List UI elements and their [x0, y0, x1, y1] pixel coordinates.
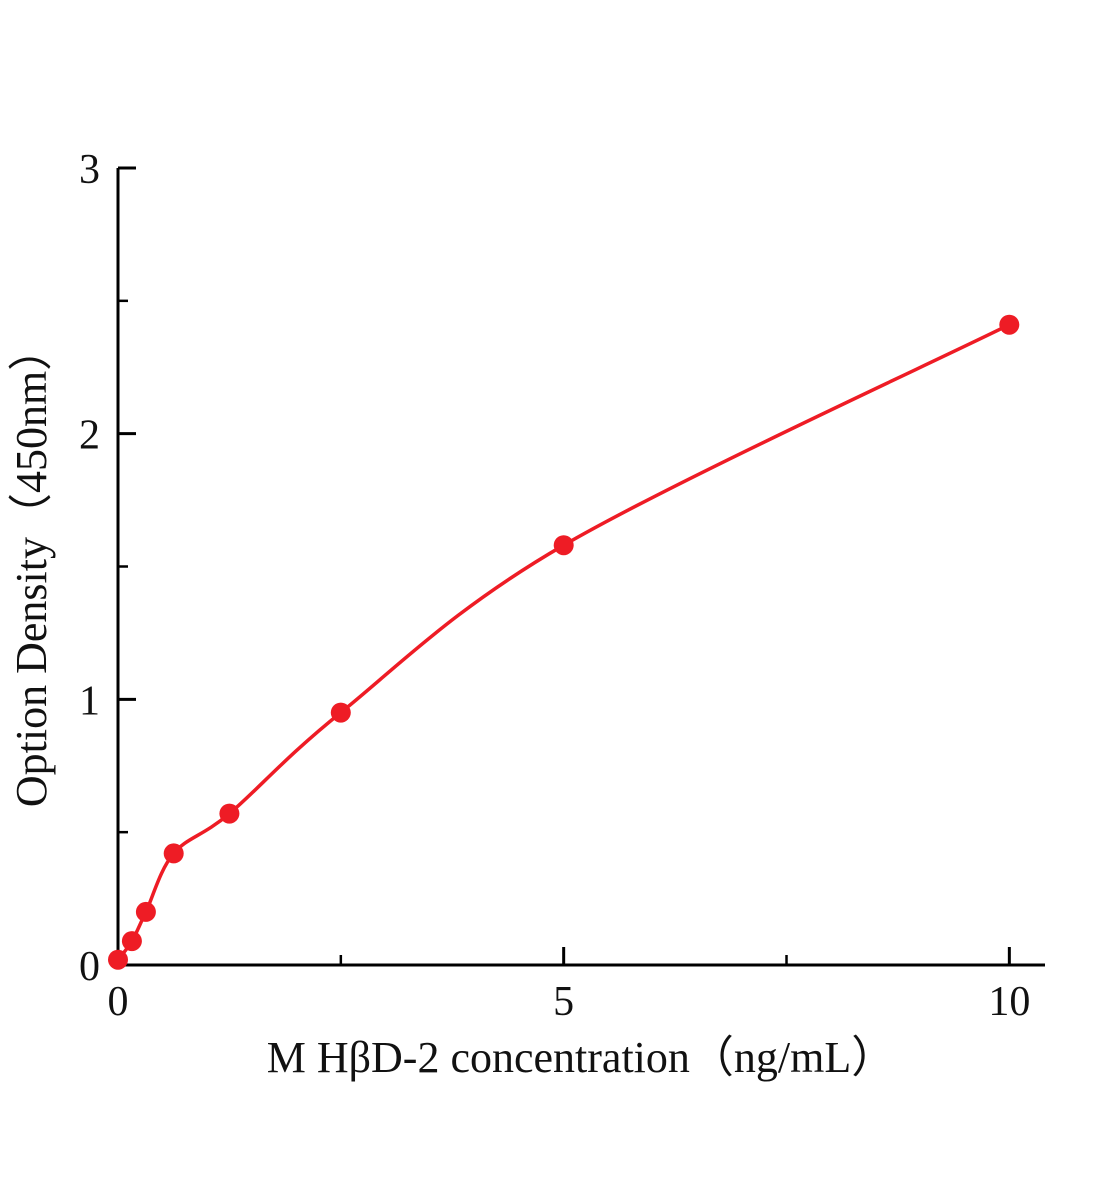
data-point [135, 901, 156, 922]
data-point [999, 314, 1020, 335]
y-tick-label: 2 [79, 413, 100, 459]
data-point [330, 702, 351, 723]
y-tick-label: 1 [79, 678, 100, 724]
data-point [163, 843, 184, 864]
data-series [108, 314, 1020, 970]
y-axis-label: Option Density（450nm） [7, 327, 56, 807]
x-tick-label: 5 [553, 979, 574, 1025]
fit-curve [116, 322, 1012, 962]
data-point [219, 803, 240, 824]
x-tick-label: 10 [988, 979, 1030, 1025]
data-point [121, 931, 142, 952]
data-point [553, 535, 574, 556]
y-tick-label: 0 [79, 944, 100, 990]
x-tick-label: 0 [108, 979, 129, 1025]
axes: 0 5 10 0 1 2 3 [79, 147, 1045, 1025]
y-tick-label: 3 [79, 147, 100, 193]
data-point [108, 949, 128, 970]
x-axis-label: M HβD-2 concentration（ng/mL） [267, 1033, 895, 1082]
